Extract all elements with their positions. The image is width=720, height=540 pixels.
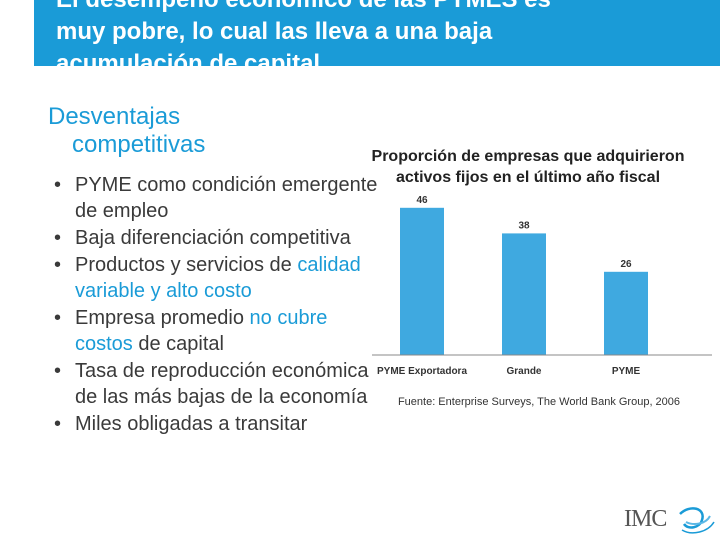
- bullet-highlight: no cubre costos: [75, 307, 328, 355]
- bullet-text: PYME como condición emergente de empleo: [75, 174, 378, 222]
- chart-title: Proporción de empresas que adquirieron a…: [371, 148, 685, 186]
- bar-grande: [502, 233, 546, 355]
- bullet-text: Productos y servicios de: [75, 254, 298, 276]
- bullet-highlight: calidad variable y alto costo: [75, 254, 361, 302]
- category-label: PYME Exportadora: [377, 366, 467, 377]
- bullet-dot-icon: •: [54, 227, 62, 249]
- bullet-dot-icon: •: [54, 360, 62, 382]
- bar-pyme: [604, 271, 648, 355]
- bullet-item: • Baja diferenciación competitiva: [48, 225, 378, 251]
- bar-value-label: 26: [620, 259, 632, 270]
- bullet-item: • Empresa promedio no cubre costos de cap…: [48, 305, 378, 357]
- slide-title-line-3: acumulación de capital: [56, 50, 321, 66]
- source-note: Fuente: Enterprise Surveys, The World Ba…: [397, 396, 681, 408]
- bar-pyme-exportadora: [400, 207, 444, 355]
- bullet-dot-icon: •: [54, 254, 62, 276]
- logo-text: IMC: [624, 506, 667, 532]
- bar-value-label: 38: [518, 220, 530, 231]
- bullet-text-end: de capital: [132, 333, 224, 355]
- bullet-item: • Productos y servicios de calidad variab…: [48, 252, 378, 304]
- slide-title-line-1: El desempeño económico de las PYMES es: [56, 0, 696, 16]
- bullet-list: • PYME como condición emergente de empleo…: [48, 172, 378, 438]
- slide-title-line-2: muy pobre, lo cual las lleva a una baja: [56, 18, 493, 45]
- category-label: Grande: [506, 366, 541, 377]
- category-label: PYME: [612, 366, 641, 377]
- section-heading-line-1: Desventajas: [48, 103, 181, 130]
- section-heading: Desventajas competitivas: [48, 103, 205, 159]
- bullet-item: • PYME como condición emergente de empleo: [48, 172, 378, 224]
- imc-logo: IMC: [610, 500, 720, 540]
- slide-title: El desempeño económico de las PYMES es m…: [56, 0, 696, 66]
- bullet-dot-icon: •: [54, 413, 62, 435]
- section-heading-line-2: competitivas: [72, 131, 206, 158]
- bullet-dot-icon: •: [54, 174, 62, 196]
- bullet-text: Empresa promedio: [75, 307, 250, 329]
- bullet-item: • Miles obligadas a transitar: [48, 411, 378, 437]
- logo-swirl-icon: [679, 507, 715, 534]
- bullet-text: Tasa de reproducción económica de las má…: [75, 360, 369, 408]
- bar-value-label: 46: [416, 195, 428, 206]
- bullet-text: Baja diferenciación competitiva: [75, 227, 351, 249]
- bar-chart: 46 PYME Exportadora 38 Grande 26 PYME: [372, 195, 712, 377]
- bullet-text: Miles obligadas a transitar: [75, 413, 308, 435]
- title-banner: El desempeño económico de las PYMES es m…: [34, 0, 720, 66]
- bullet-item: • Tasa de reproducción económica de las m…: [48, 358, 378, 410]
- bullet-dot-icon: •: [54, 307, 62, 329]
